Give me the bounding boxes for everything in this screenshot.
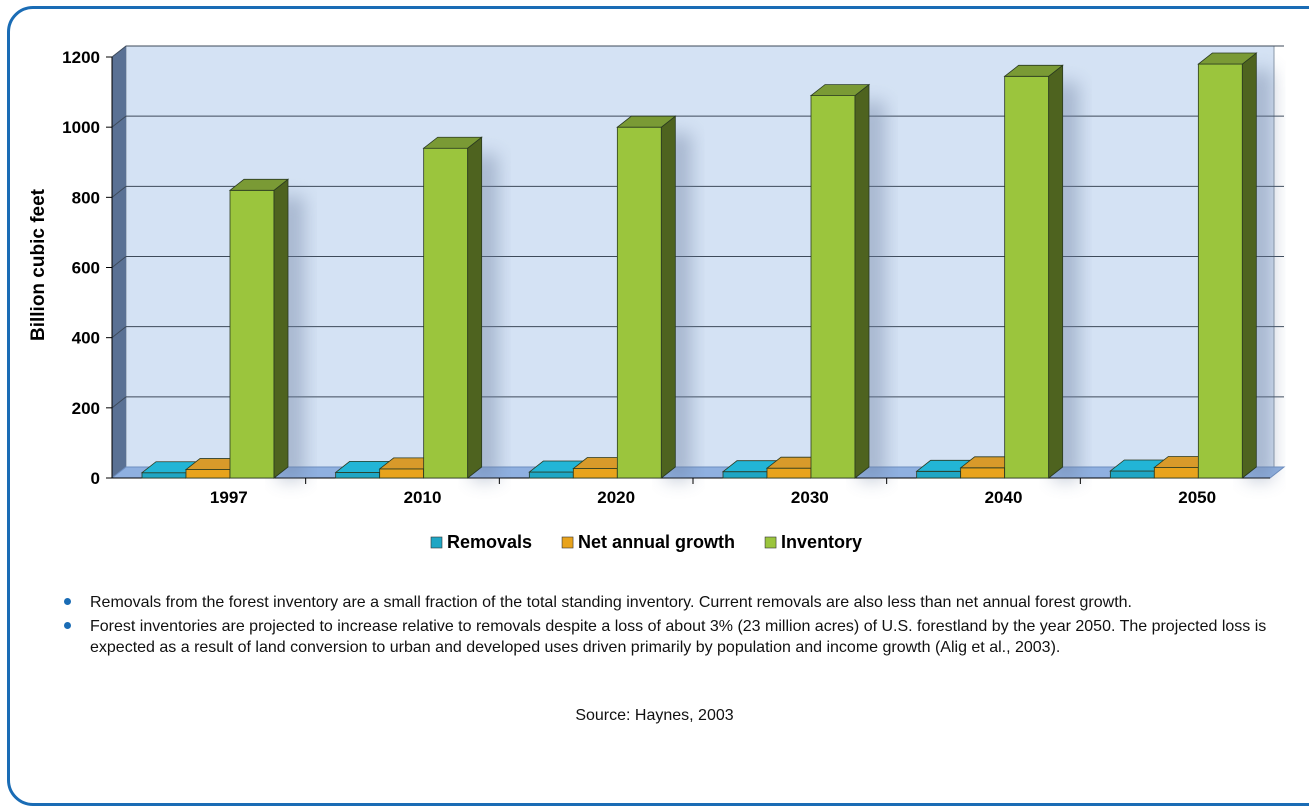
- bar-front: [1197, 63, 1243, 479]
- bar-front: [185, 469, 231, 479]
- bar-front: [722, 471, 768, 479]
- bar-front: [616, 126, 662, 479]
- legend-swatch: [430, 536, 443, 549]
- bar-top: [422, 136, 483, 149]
- x-tick-label: 2040: [985, 488, 1023, 507]
- bar-front: [1153, 467, 1199, 479]
- bar-inventory: [1197, 52, 1273, 481]
- y-tick-label: 600: [72, 259, 100, 278]
- bar-top: [228, 178, 290, 191]
- bar-front: [1004, 75, 1050, 479]
- x-tick-label: 2010: [404, 488, 442, 507]
- bar-front: [423, 147, 469, 479]
- gridline-side: [111, 396, 127, 409]
- legend-entry-inventory: Inventory: [764, 532, 862, 552]
- legend-entry-removals: Removals: [430, 532, 532, 552]
- bar-inventory: [228, 178, 304, 481]
- legend-label: Removals: [447, 532, 532, 552]
- y-tick-label: 200: [72, 399, 100, 418]
- bar-side: [1241, 52, 1257, 479]
- gridline-side: [111, 326, 127, 339]
- x-tick-label: 1997: [210, 488, 248, 507]
- bar-side: [660, 115, 676, 479]
- bar-side: [467, 136, 483, 479]
- bar-inventory: [422, 136, 498, 480]
- legend-swatch: [764, 536, 777, 549]
- y-tick-label: 0: [91, 469, 100, 488]
- bar-inventory: [616, 115, 692, 480]
- legend-label: Inventory: [781, 532, 862, 552]
- gridline-side: [111, 256, 127, 268]
- y-tick-label: 1200: [62, 48, 100, 67]
- legend-swatch: [561, 536, 574, 549]
- gridline-side: [111, 115, 127, 128]
- bar-side: [273, 178, 289, 479]
- bar-front: [916, 470, 962, 479]
- bar-front: [766, 467, 812, 479]
- note-removals: Removals from the forest inventory are a…: [60, 592, 1280, 613]
- legend: Removals Net annual growth Inventory: [430, 532, 862, 552]
- source-citation: Source: Haynes, 2003: [575, 707, 734, 724]
- x-tick-label: 2020: [597, 488, 635, 507]
- gridline-side: [111, 45, 127, 58]
- bar-front: [379, 468, 425, 479]
- x-tick-label: 2030: [791, 488, 829, 507]
- bar-chart: 0 200 400 600 800 1000 1200 1997 2010 2020 2030 20…: [28, 45, 1286, 552]
- y-tick-label: 800: [72, 188, 100, 207]
- legend-entry-net-annual-growth: Net annual growth: [561, 532, 735, 552]
- bar-front: [141, 472, 187, 479]
- bar-front: [229, 189, 275, 479]
- bar-inventory: [1003, 64, 1079, 480]
- note-forest-inventory: Forest inventories are projected to incr…: [60, 616, 1280, 658]
- bar-top: [809, 84, 871, 96]
- bar-front: [960, 467, 1006, 479]
- y-axis-label: Billion cubic feet: [28, 188, 49, 341]
- bar-front: [572, 468, 618, 479]
- bar-front: [1109, 470, 1155, 479]
- y-tick-label: 400: [72, 329, 100, 348]
- legend-label: Net annual growth: [578, 532, 735, 552]
- bar-top: [616, 115, 677, 128]
- bar-inventory: [809, 83, 885, 480]
- bar-front: [528, 471, 574, 479]
- x-tick-label: 2050: [1178, 488, 1216, 507]
- bar-top: [1197, 52, 1258, 65]
- y-tick-label: 1000: [62, 118, 100, 137]
- bullet-notes: Removals from the forest inventory are a…: [60, 592, 1280, 661]
- bar-side: [1048, 64, 1064, 479]
- bar-front: [810, 95, 856, 479]
- bar-side: [854, 83, 870, 479]
- gridline-side: [111, 185, 127, 198]
- bar-front: [335, 471, 381, 479]
- bar-top: [1003, 64, 1064, 77]
